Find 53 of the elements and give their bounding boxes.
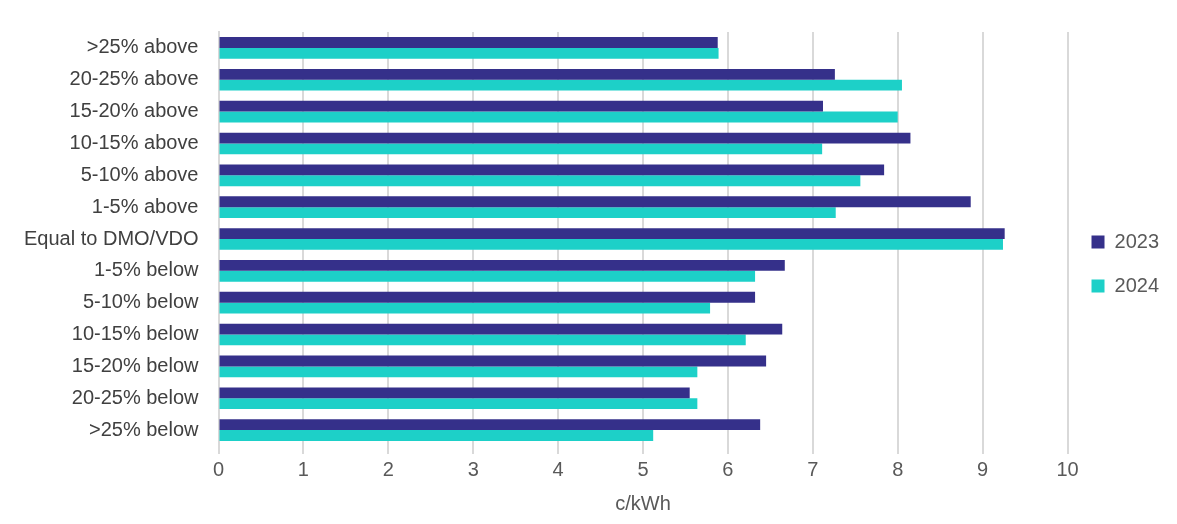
bar [219,68,835,80]
x-tick-label: 9 [977,457,989,480]
y-tick-label: 1-5% above [91,194,199,217]
x-tick-label: 8 [892,457,904,480]
bar [219,419,761,431]
bar [219,47,719,59]
bar [219,111,898,123]
x-tick-label: 4 [552,457,564,480]
bar [219,100,823,112]
bar [219,334,746,346]
y-tick-label: 5-10% above [80,162,199,185]
bar [219,175,861,187]
bar [219,291,756,303]
bar [219,355,767,367]
legend-label: 2024 [1114,273,1160,296]
x-axis-title: c/kWh [615,491,671,514]
bar [219,366,698,378]
y-tick-label: 15-20% above [69,99,199,122]
bar [219,260,785,271]
x-tick-label: 7 [807,457,819,480]
y-tick-label: Equal to DMO/VDO [23,226,199,249]
bar [219,228,1005,239]
x-tick-label: 1 [297,457,309,480]
y-tick-label: >25% above [86,35,199,58]
x-tick-label: 3 [467,457,479,480]
bar [219,323,783,335]
x-tick-label: 0 [212,457,225,480]
bar [219,164,885,176]
bar [219,398,698,410]
bar [219,132,911,144]
y-tick-label: 5-10% below [82,290,200,313]
y-tick-label: 1-5% below [93,258,200,281]
bar [219,387,690,399]
bar [219,302,711,314]
bar [219,79,902,91]
bar [219,196,971,208]
x-tick-label: 10 [1056,457,1079,480]
bar [219,239,1003,250]
y-tick-label: 10-15% below [71,322,200,345]
y-tick-label: 20-25% above [69,67,199,90]
bar [219,270,756,282]
y-tick-label: 15-20% below [71,353,200,376]
y-tick-label: 20-25% below [71,385,200,408]
y-tick-label: 10-15% above [69,130,199,153]
legend-label: 2023 [1114,229,1160,252]
bar [219,430,654,441]
bar [219,207,836,218]
bar [219,37,718,48]
y-tick-label: >25% below [88,417,200,440]
x-tick-label: 6 [722,457,734,480]
x-tick-label: 5 [637,457,649,480]
x-tick-label: 2 [382,457,394,480]
bar [219,143,823,155]
